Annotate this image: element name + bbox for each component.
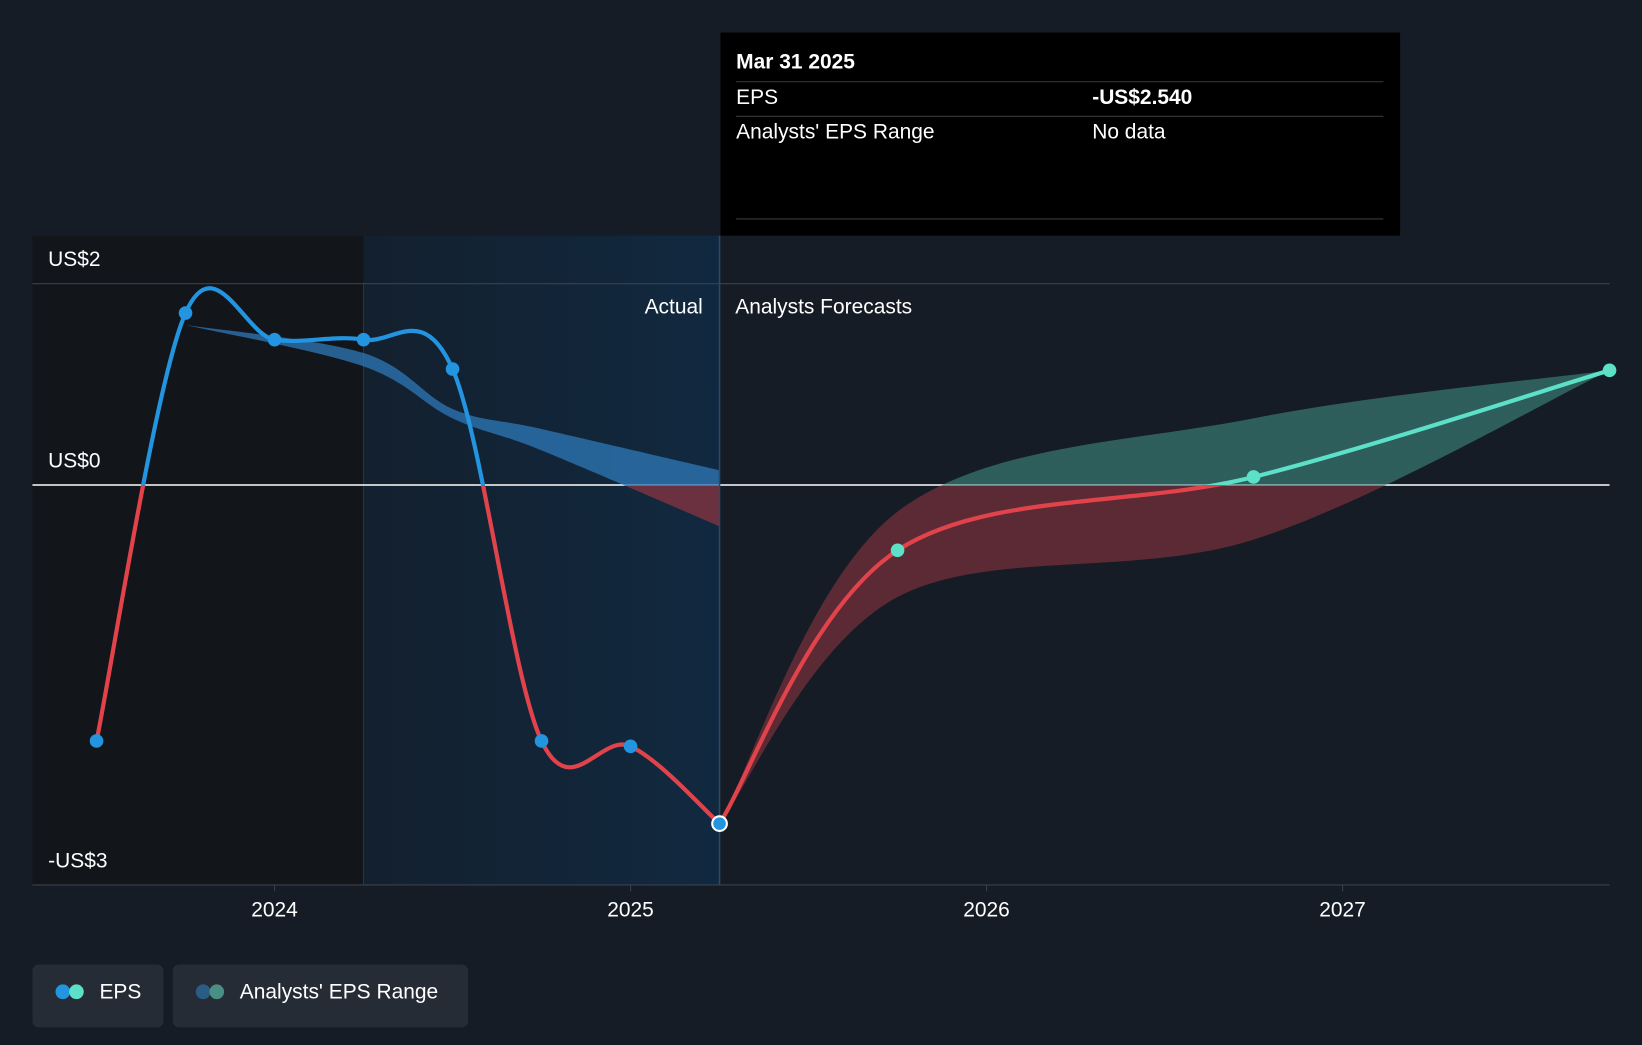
x-tick-label: 2025 [607, 899, 654, 922]
legend-label: Analysts' EPS Range [240, 980, 438, 1003]
actual-label: Actual [645, 295, 703, 318]
tooltip-row-label: EPS [736, 86, 778, 109]
x-tick-label: 2026 [963, 899, 1010, 922]
eps-point [356, 332, 371, 347]
past-shade [32, 235, 364, 885]
y-tick-label: -US$3 [48, 849, 107, 872]
eps-line [717, 368, 1611, 825]
eps-line [94, 286, 721, 826]
legend-dot [195, 984, 211, 1000]
eps-point [890, 543, 905, 558]
legend-label: EPS [99, 980, 141, 1003]
legend-item[interactable] [32, 964, 164, 1028]
eps-point [711, 815, 728, 832]
eps-range-band [719, 370, 1610, 824]
tooltip-box [720, 32, 1401, 236]
legend-dot [55, 984, 71, 1000]
legend-dot [209, 984, 225, 1000]
legend-dot [69, 984, 84, 1000]
eps-point [534, 734, 549, 748]
eps-point [1602, 363, 1617, 378]
forecast-label: Analysts Forecasts [735, 295, 912, 318]
eps-point [267, 332, 282, 347]
legend-item[interactable] [172, 964, 469, 1028]
eps-point [623, 739, 638, 754]
eps-point [1246, 470, 1261, 484]
tooltip-row-value: No data [1092, 121, 1166, 144]
eps-point [178, 306, 193, 320]
last-year-highlight [363, 235, 720, 885]
tooltip-date: Mar 31 2025 [736, 50, 855, 73]
tooltip-row-value: -US$2.540 [1092, 86, 1192, 109]
eps-point [445, 362, 460, 376]
x-tick-label: 2027 [1319, 899, 1366, 922]
tooltip-row-label: Analysts' EPS Range [736, 121, 934, 144]
eps-point [89, 734, 104, 748]
y-tick-label: US$0 [48, 449, 100, 472]
x-tick-label: 2024 [251, 899, 298, 922]
y-tick-label: US$2 [48, 248, 100, 271]
